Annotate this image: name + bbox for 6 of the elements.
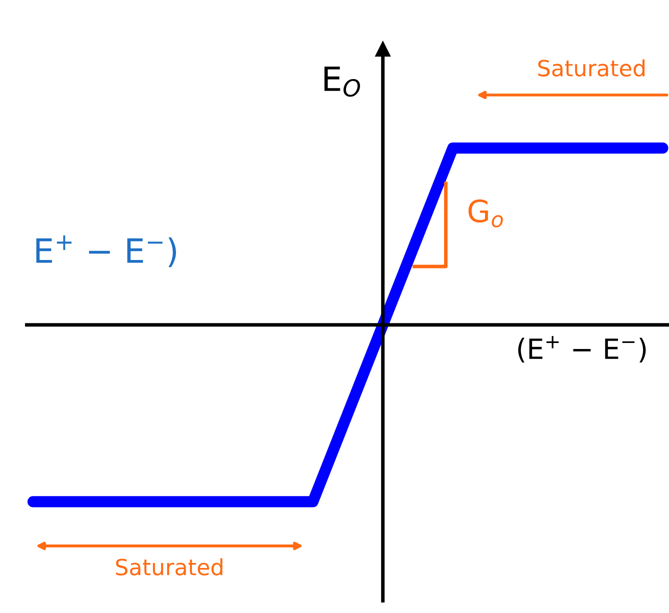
annotation: G$_{o}$ [468,199,503,228]
y-axis-title: E$_{O}$ [324,66,360,97]
x-axis-title: (E$^{+}$ − E$^{−}$) [518,336,646,363]
text: Saturated [116,558,222,576]
text: Saturated [538,59,645,77]
annotation: E$^{+}$ − E$^{−}$) [36,235,176,268]
